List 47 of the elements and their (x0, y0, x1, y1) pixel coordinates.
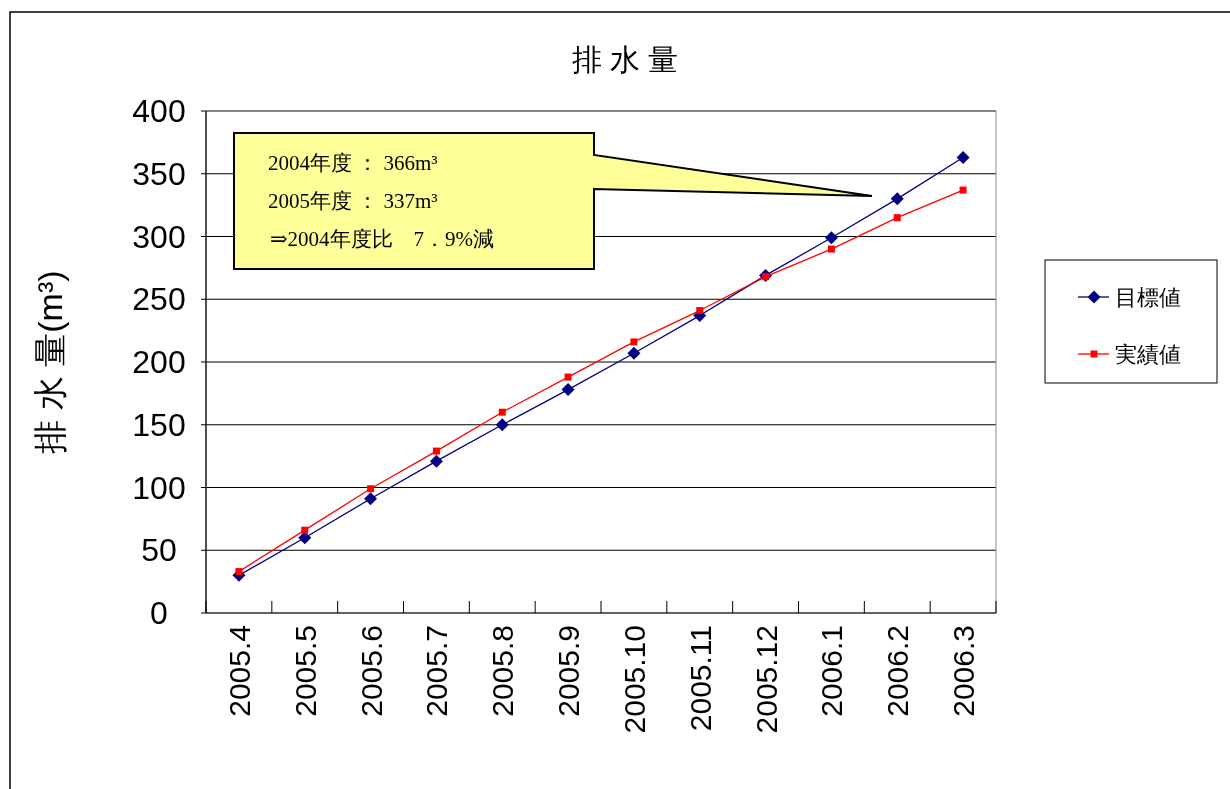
annotation: ⇒2004年度比 7．9%減 (270, 227, 495, 251)
chart-title: 排 水 量 (571, 43, 679, 76)
annotation: 2004年度 ： 366m³ (268, 151, 438, 175)
y-tick-label: 400 (132, 93, 186, 129)
x-tick-label: 2005.7 (420, 625, 454, 717)
point (235, 568, 243, 576)
point (627, 346, 641, 360)
annotation: 2005年度 ： 337m³ (268, 189, 438, 213)
point (827, 245, 835, 253)
point (564, 373, 572, 381)
x-tick-label: 2005.4 (222, 625, 256, 717)
point (367, 485, 375, 493)
point (893, 214, 901, 222)
point (956, 150, 970, 164)
x-tick-label: 2006.2 (881, 625, 915, 717)
x-tick-label: 2005.10 (617, 625, 651, 734)
x-tick-label: 2005.11 (683, 625, 717, 732)
x-tick-label: 2005.6 (354, 625, 388, 717)
y-tick-label: 50 (141, 532, 177, 569)
y-tick-label: 150 (132, 406, 186, 443)
point (630, 338, 638, 346)
point (432, 447, 440, 455)
legend-label: 実績値 (1115, 342, 1181, 367)
x-tick-label: 2005.5 (288, 625, 322, 717)
y-tick-label: 100 (132, 469, 186, 506)
point (696, 307, 704, 315)
point (959, 186, 967, 194)
point (890, 192, 904, 206)
y-tick-label: 300 (132, 218, 186, 255)
y-axis-title: 排 水 量(m³) (31, 270, 69, 454)
x-tick-label: 2005.9 (552, 625, 586, 717)
point (301, 526, 309, 534)
point (364, 492, 378, 506)
x-tick-label: 2005.8 (486, 625, 520, 717)
point (495, 418, 509, 432)
y-tick-label: 200 (132, 344, 186, 380)
point (561, 383, 575, 397)
x-tick-label: 2006.1 (815, 625, 849, 717)
point (498, 408, 506, 416)
point (429, 454, 443, 468)
x-tick-label: 2006.3 (947, 625, 981, 717)
y-tick-label: 350 (132, 155, 186, 192)
x-tick-label: 2005.12 (749, 625, 783, 734)
legend-label: 目標値 (1115, 285, 1181, 310)
point (824, 231, 838, 245)
y-tick-label: 0 (150, 595, 168, 631)
y-tick-label: 250 (132, 281, 186, 318)
